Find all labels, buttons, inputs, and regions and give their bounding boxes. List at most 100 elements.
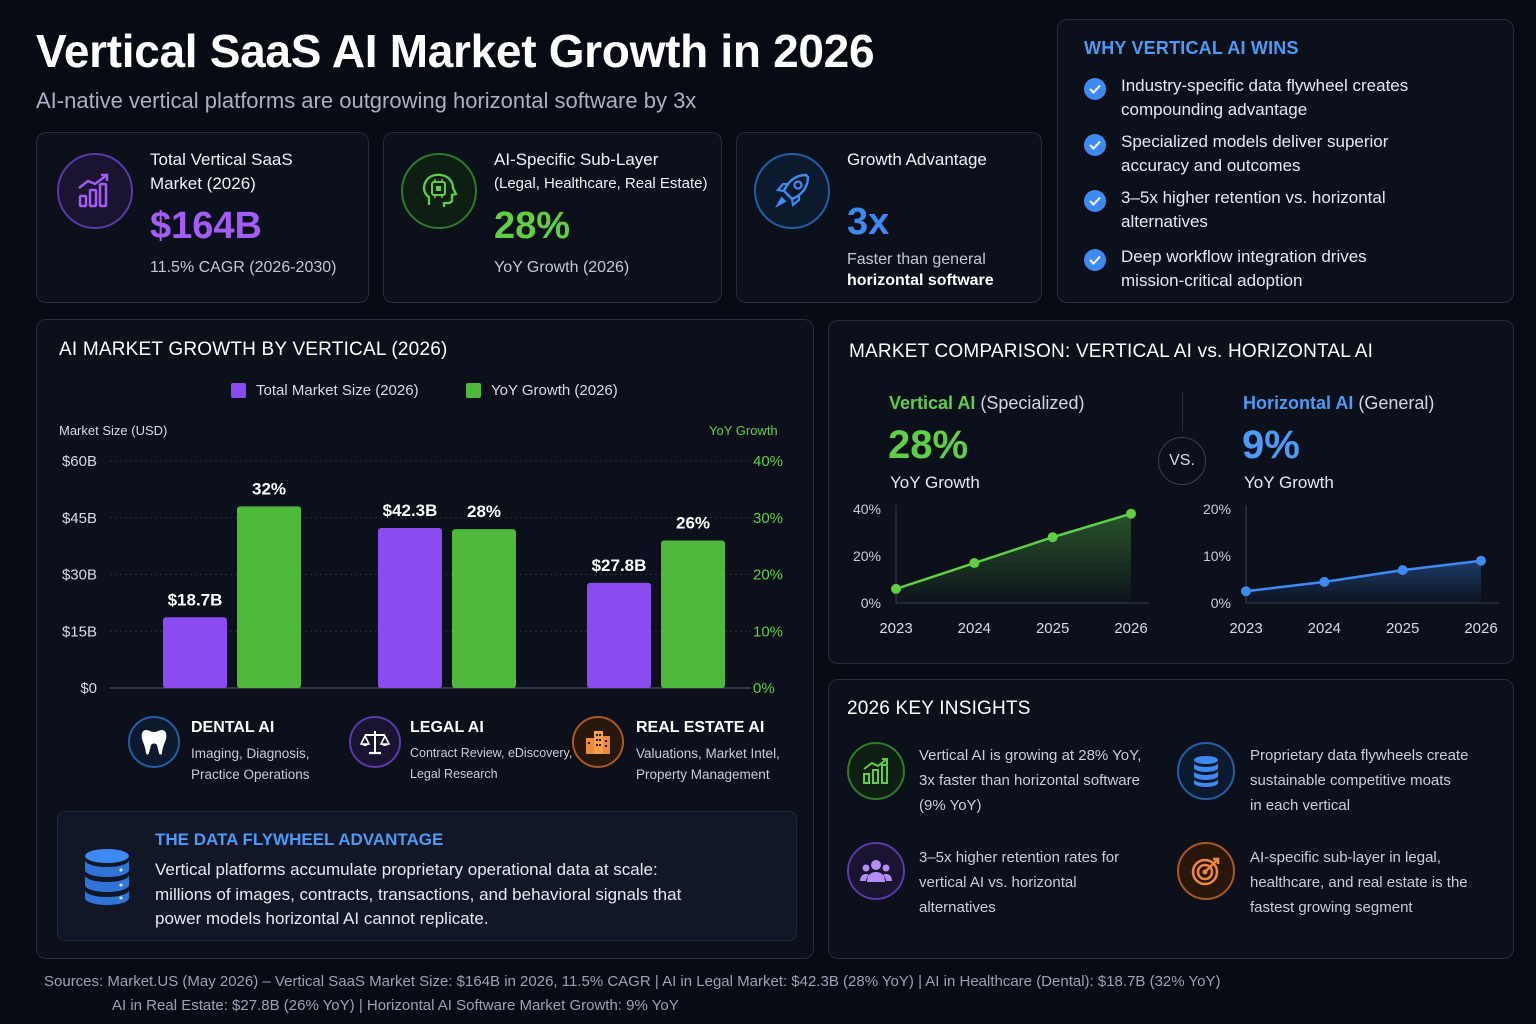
horizontal-ai-sub: YoY Growth [1244, 473, 1334, 492]
data-point [1241, 586, 1251, 597]
series-line [1245, 559, 1482, 593]
key-insights-panel: 2026 KEY INSIGHTS Vertical AI is growing… [828, 679, 1514, 959]
left-tick-label: $45B [62, 510, 97, 527]
comparison-divider [1182, 391, 1183, 431]
left-tick-label: $0 [80, 680, 97, 697]
vertical-chart-title: AI MARKET GROWTH BY VERTICAL (2026) [59, 339, 448, 360]
data-point [1397, 565, 1408, 576]
vertical-ai-heading: Vertical AI (Specialized) [889, 393, 1085, 413]
tooth-icon [128, 716, 180, 768]
left-tick-label: $30B [62, 567, 97, 584]
series-area [896, 513, 1131, 603]
kpi-value: $164B [150, 205, 262, 247]
kpi-card-growth-advantage: Growth Advantage 3x Faster than general h… [736, 132, 1042, 303]
kpi-sub: 11.5% CAGR (2026-2030) [150, 259, 337, 276]
x-tick-label: 2026 [1464, 620, 1497, 637]
y-tick-label: 0% [1211, 595, 1231, 611]
rocket-icon [754, 153, 830, 229]
right-axis-label: YoY Growth [709, 423, 778, 438]
y-tick-label: 20% [1203, 501, 1231, 517]
ai-head-chip-icon [401, 153, 477, 229]
y-tick-label: 40% [853, 501, 881, 517]
y-tick-label: 0% [861, 595, 881, 611]
left-tick-label: $15B [62, 623, 97, 640]
vertical-ai-value: 28% [888, 423, 969, 467]
kpi-label: Growth Advantage [847, 150, 987, 169]
x-tick-label: 2026 [1114, 620, 1147, 637]
data-point [891, 583, 901, 594]
insight-text: AI-specific sub-layer in legal, healthcar… [1250, 849, 1468, 916]
series-line [895, 512, 1132, 591]
y-tick-label: 10% [1203, 548, 1231, 564]
page-subtitle: AI-native vertical platforms are outgrow… [36, 88, 697, 113]
left-tick-label: $60B [62, 453, 97, 470]
vertical-bar-chart: $0 0% $15B 10% $30B 20% $45B 30% $60B 40% $18.7B 32… [62, 453, 783, 697]
data-point [1476, 555, 1486, 566]
comparison-title: MARKET COMPARISON: VERTICAL AI vs. HORIZ… [849, 341, 1374, 362]
buildings-icon [572, 716, 624, 768]
kpi-label: Total Vertical SaaS Market (2026) [150, 150, 293, 193]
bar-yoy-growth [661, 540, 725, 688]
kpi-value: 28% [494, 205, 571, 247]
check-icon [1084, 78, 1106, 100]
kpi-card-ai-sublayer: AI-Specific Sub-Layer (Legal, Healthcare,… [383, 132, 722, 303]
users-icon [847, 842, 905, 900]
why-item: 3–5x higher retention vs. horizontal alte… [1084, 186, 1451, 234]
x-tick-label: 2024 [1308, 620, 1341, 637]
bar-data-label: $27.8B [592, 556, 647, 575]
bar-yoy-growth [237, 506, 301, 688]
check-icon [1084, 190, 1106, 212]
sources-footnote: Sources: Market.US (May 2026) – Vertical… [44, 973, 1221, 1014]
x-tick-label: 2025 [1036, 620, 1069, 637]
kpi-label: AI-Specific Sub-Layer (Legal, Healthcare,… [494, 150, 708, 192]
vertical-desc: Imaging, Diagnosis, Practice Operations [191, 746, 310, 782]
series-area [1246, 560, 1481, 603]
vs-badge: VS. [1158, 437, 1206, 485]
vertical-name: REAL ESTATE AI [636, 719, 765, 736]
right-tick-label: 0% [753, 680, 775, 697]
target-icon [1177, 842, 1235, 900]
x-tick-label: 2024 [958, 620, 991, 637]
kpi-sub: YoY Growth (2026) [494, 259, 630, 276]
legend-total-market: Total Market Size (2026) [231, 382, 419, 399]
bar-yoy-growth [452, 529, 516, 688]
insight-text: Vertical AI is growing at 28% YoY, 3x fas… [919, 747, 1142, 814]
check-icon [1084, 134, 1106, 156]
horizontal-ai-line-chart: 0% 10% 20% 2023 2024 2025 2026 [1203, 501, 1499, 637]
flywheel-title: THE DATA FLYWHEEL ADVANTAGE [155, 830, 444, 849]
bar-market-size [378, 527, 442, 688]
kpi-sub: Faster than general horizontal software [847, 251, 994, 289]
growth-chart-icon [847, 742, 905, 800]
insight-text: 3–5x higher retention rates for vertical … [919, 849, 1120, 916]
data-point [1319, 576, 1330, 587]
data-point [1126, 508, 1136, 519]
vertical-desc: Contract Review, eDiscovery, Legal Resear… [410, 746, 573, 781]
bar-data-label: 32% [252, 479, 286, 498]
why-vertical-ai-panel: WHY VERTICAL AI WINS Industry-specific d… [1057, 19, 1514, 303]
page-title: Vertical SaaS AI Market Growth in 2026 [36, 25, 875, 77]
vertical-growth-panel: AI MARKET GROWTH BY VERTICAL (2026) Tota… [36, 319, 814, 959]
legend-swatch [231, 383, 246, 398]
right-tick-label: 20% [753, 567, 783, 584]
market-comparison-panel: MARKET COMPARISON: VERTICAL AI vs. HORIZ… [828, 320, 1514, 664]
bar-data-label: 28% [467, 502, 501, 521]
flywheel-text: Vertical platforms accumulate proprietar… [155, 860, 682, 928]
why-item: Deep workflow integration drives mission-… [1084, 245, 1451, 293]
vertical-name: DENTAL AI [191, 719, 275, 736]
vertical-ai-sub: YoY Growth [890, 473, 980, 492]
insights-title: 2026 KEY INSIGHTS [847, 698, 1031, 719]
flywheel-box: THE DATA FLYWHEEL ADVANTAGE Vertical pla… [57, 811, 797, 941]
why-item: Specialized models deliver superior accur… [1084, 130, 1451, 178]
bar-data-label: 26% [676, 513, 710, 532]
vertical-desc: Valuations, Market Intel, Property Manage… [636, 746, 780, 782]
data-point [969, 558, 980, 569]
database-icon [82, 847, 132, 910]
horizontal-ai-heading: Horizontal AI (General) [1243, 393, 1435, 413]
legend-yoy-growth: YoY Growth (2026) [466, 382, 618, 399]
bar-chart-trend-icon [57, 153, 133, 229]
bar-market-size [163, 617, 227, 688]
legend-swatch [466, 383, 481, 398]
bar-data-label: $18.7B [168, 590, 223, 609]
left-axis-label: Market Size (USD) [59, 423, 168, 438]
insight-text: Proprietary data flywheels create sustain… [1250, 747, 1469, 814]
